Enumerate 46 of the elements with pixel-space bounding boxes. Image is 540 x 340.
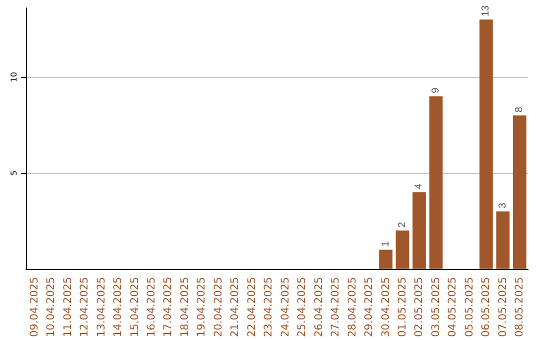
- x-tick-label: 27.04.2025: [330, 276, 342, 338]
- x-tick-label: 28.04.2025: [346, 276, 358, 338]
- data-label: 3: [497, 202, 508, 208]
- bar: [496, 211, 510, 269]
- bar: [479, 20, 493, 269]
- x-tick-label: 04.05.2025: [446, 276, 459, 338]
- x-tick-label: 12.04.2025: [78, 276, 91, 338]
- x-tick-label: 05.05.2025: [463, 276, 476, 338]
- x-tick-label: 23.04.2025: [262, 276, 275, 338]
- x-tick-label: 21.04.2025: [229, 276, 242, 338]
- data-label: 1: [380, 240, 392, 247]
- x-tick-label: 30.04.2025: [380, 276, 392, 338]
- data-label: 4: [414, 183, 425, 190]
- x-tick-label: 18.04.2025: [178, 276, 191, 338]
- x-tick-label: 13.04.2025: [95, 276, 108, 338]
- x-tick-label: 20.04.2025: [212, 276, 224, 338]
- x-tick-label: 07.05.2025: [496, 276, 509, 338]
- x-tick-label: 08.05.2025: [514, 276, 526, 338]
- data-label: 8: [514, 106, 526, 112]
- x-tick-label: 06.05.2025: [480, 276, 492, 338]
- data-label: 2: [397, 222, 408, 228]
- x-tick-label: 02.05.2025: [413, 276, 426, 338]
- x-tick-label: 26.04.2025: [312, 276, 325, 338]
- x-tick-label: 14.04.2025: [112, 276, 124, 338]
- x-tick-label: 22.04.2025: [246, 276, 258, 338]
- y-tick-label: 10: [10, 72, 18, 82]
- data-label: 9: [430, 87, 442, 94]
- x-tick-label: 09.04.2025: [28, 276, 40, 338]
- x-tick-label: 11.04.2025: [62, 276, 74, 338]
- x-tick-label: 10.04.2025: [45, 276, 58, 338]
- bar: [429, 96, 443, 269]
- data-label: 13: [480, 4, 492, 17]
- y-tick-label: 5: [10, 170, 18, 176]
- x-tick-label: 25.04.2025: [296, 276, 308, 338]
- bar: [396, 230, 410, 269]
- bar: [379, 250, 392, 269]
- bar: [412, 192, 426, 269]
- x-tick-label: 29.04.2025: [363, 276, 376, 338]
- x-tick-label: 01.05.2025: [396, 276, 408, 338]
- x-tick-label: 16.04.2025: [146, 276, 158, 338]
- x-tick-label: 24.04.2025: [279, 276, 292, 338]
- bar: [512, 115, 526, 269]
- x-tick-label: 17.04.2025: [162, 276, 174, 338]
- x-tick-label: 19.04.2025: [196, 276, 208, 338]
- x-tick-label: 03.05.2025: [430, 276, 442, 338]
- x-tick-label: 15.04.2025: [128, 276, 141, 338]
